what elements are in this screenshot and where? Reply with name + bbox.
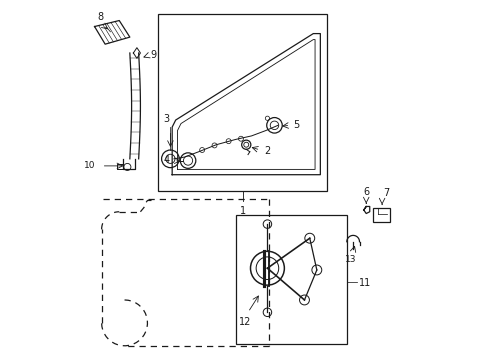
Text: 7: 7 (383, 188, 388, 198)
Text: 2: 2 (264, 146, 269, 156)
Text: 5: 5 (293, 120, 299, 130)
Text: 13: 13 (345, 256, 356, 265)
Text: 3: 3 (163, 113, 169, 123)
Bar (158, 14, 327, 190)
Text: 9: 9 (150, 50, 156, 60)
Text: 8: 8 (98, 12, 104, 22)
Text: 1: 1 (239, 206, 245, 216)
Text: 11: 11 (358, 278, 371, 288)
Text: 12: 12 (239, 317, 251, 327)
Bar (372, 207, 389, 222)
Text: 6: 6 (363, 187, 368, 197)
Bar (235, 215, 346, 344)
Text: 10: 10 (84, 161, 96, 170)
Text: 4: 4 (163, 155, 169, 165)
